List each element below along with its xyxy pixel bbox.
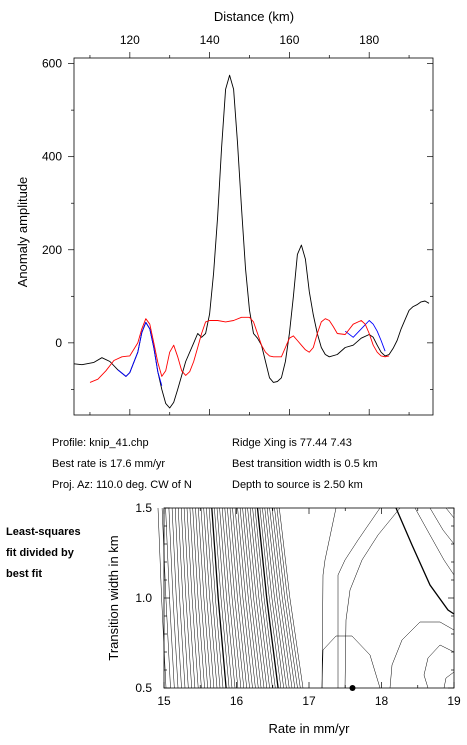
contour-line xyxy=(274,507,298,689)
contour-line xyxy=(344,507,401,689)
top-y-tick-label: 400 xyxy=(42,150,62,164)
contour-line xyxy=(177,507,189,689)
contour-line xyxy=(200,507,215,689)
contour-line xyxy=(389,621,455,689)
contour-line xyxy=(227,507,245,689)
contour-line xyxy=(157,507,167,689)
contour-line xyxy=(195,507,208,689)
contour-line xyxy=(395,507,455,615)
bottom-x-tick-label: 18 xyxy=(375,694,389,708)
contour-line xyxy=(266,507,290,689)
contour-line xyxy=(214,507,230,689)
top-y-tick-label: 600 xyxy=(42,57,62,71)
contour-line xyxy=(239,507,259,689)
contour-line xyxy=(183,507,196,689)
contour-line xyxy=(186,507,199,689)
contour-line xyxy=(259,507,282,689)
contour-line xyxy=(445,507,455,519)
contour-lines xyxy=(157,507,455,689)
contour-line xyxy=(256,507,279,689)
contour-line xyxy=(189,507,202,689)
contour-line xyxy=(429,507,455,545)
contour-line xyxy=(192,507,205,689)
bottom-y-axis-title: Transition width in km xyxy=(106,535,121,660)
top-x-tick-label: 180 xyxy=(359,33,379,47)
contour-line xyxy=(168,507,179,689)
bottom-plot-frame xyxy=(163,507,455,689)
contour-line xyxy=(249,507,270,689)
bottom-ticks: 15 16 17 18 19 0.5 1.0 1.5 xyxy=(135,501,461,708)
contour-line xyxy=(443,671,455,689)
bottom-x-tick-label: 16 xyxy=(230,694,244,708)
note-line: fit divided by xyxy=(6,547,74,559)
contour-line xyxy=(279,507,304,689)
contour-line xyxy=(242,507,262,689)
contour-line xyxy=(234,507,253,689)
best-fit-marker xyxy=(349,685,356,691)
depth-label: Depth to source is 2.50 km xyxy=(232,479,363,491)
contour-line xyxy=(224,507,242,689)
contour-line xyxy=(244,507,265,689)
contour-line xyxy=(262,507,284,689)
contour-line xyxy=(337,507,381,688)
contour-line xyxy=(232,507,250,689)
contour-line xyxy=(206,507,221,689)
bottom-x-tick-label: 19 xyxy=(447,694,461,708)
contour-line xyxy=(247,507,268,689)
top-series xyxy=(73,74,430,409)
series-line xyxy=(73,74,430,409)
contour-line xyxy=(203,507,218,689)
contour-line xyxy=(219,507,236,689)
contour-line xyxy=(198,507,212,689)
best-width-label: Best transition width is 0.5 km xyxy=(232,458,378,470)
contour-line xyxy=(271,507,296,689)
contour-line xyxy=(171,507,182,689)
contour-line xyxy=(237,507,256,689)
contour-line xyxy=(180,507,192,689)
contour-line xyxy=(264,507,287,689)
contour-note: Least-squares fit divided by best fit xyxy=(6,522,81,585)
top-y-tick-label: 0 xyxy=(55,336,62,350)
top-x-axis-title: Distance (km) xyxy=(214,9,294,24)
note-line: best fit xyxy=(6,568,43,580)
contour-line xyxy=(221,507,239,689)
bottom-y-tick-label: 1.5 xyxy=(135,501,152,515)
bottom-x-tick-label: 17 xyxy=(302,694,316,708)
contour-line xyxy=(414,507,455,576)
bottom-y-tick-label: 0.5 xyxy=(135,681,152,695)
top-ticks: 120 140 160 180 0 200 400 600 xyxy=(42,33,433,415)
top-x-tick-label: 140 xyxy=(200,33,220,47)
contour-line xyxy=(211,507,227,689)
contour-line xyxy=(252,507,273,689)
ridge-crossing-label: Ridge Xing is 77.44 7.43 xyxy=(232,437,352,449)
top-y-tick-label: 200 xyxy=(42,243,62,257)
top-x-tick-label: 160 xyxy=(279,33,299,47)
projection-azimuth-label: Proj. Az: 110.0 deg. CW of N xyxy=(52,479,192,491)
best-rate-label: Best rate is 17.6 mm/yr xyxy=(52,458,166,470)
note-line: Least-squares xyxy=(6,526,81,538)
contour-line xyxy=(423,644,455,689)
contour-line xyxy=(174,507,186,689)
contour-line xyxy=(321,507,337,689)
series-line xyxy=(117,321,163,386)
contour-line xyxy=(269,507,293,689)
bottom-x-tick-label: 15 xyxy=(157,694,171,708)
contour-line xyxy=(208,507,224,689)
contour-line xyxy=(229,507,247,689)
contour-line xyxy=(254,507,276,689)
series-line xyxy=(89,316,390,383)
bottom-chart: 15 16 17 18 19 0.5 1.0 1.5 Rate in mm/yr Transi… xyxy=(106,501,461,736)
contour-line xyxy=(321,635,381,689)
top-x-tick-label: 120 xyxy=(120,33,140,47)
bottom-x-axis-title: Rate in mm/yr xyxy=(269,721,351,736)
contour-line xyxy=(216,507,233,689)
profile-label: Profile: knip_41.chp xyxy=(52,437,149,449)
top-plot-frame xyxy=(73,57,434,416)
bottom-y-tick-label: 1.0 xyxy=(135,591,152,605)
series-line xyxy=(344,320,386,352)
top-y-axis-title: Anomaly amplitude xyxy=(15,177,30,288)
contour-line xyxy=(276,507,301,689)
top-chart: Distance (km) Anomaly amplitude 120 140 16… xyxy=(15,9,434,416)
